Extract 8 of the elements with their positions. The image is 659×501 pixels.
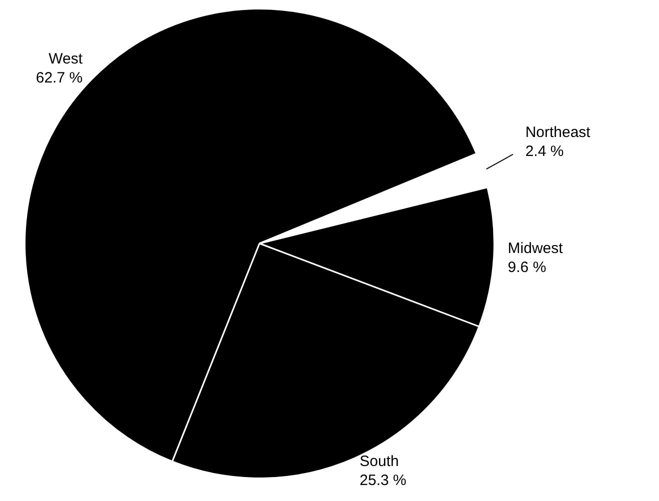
slice-label: Midwest	[508, 240, 564, 258]
data-label: 2.4 %	[525, 142, 564, 160]
slice-label: South	[360, 452, 399, 470]
slice-label: West	[48, 50, 84, 68]
data-label: 25.3 %	[360, 472, 406, 489]
slice-label: Northeast	[525, 124, 592, 141]
data-label: 9.6 %	[508, 259, 546, 276]
data-label: 62.7 %	[36, 69, 83, 86]
